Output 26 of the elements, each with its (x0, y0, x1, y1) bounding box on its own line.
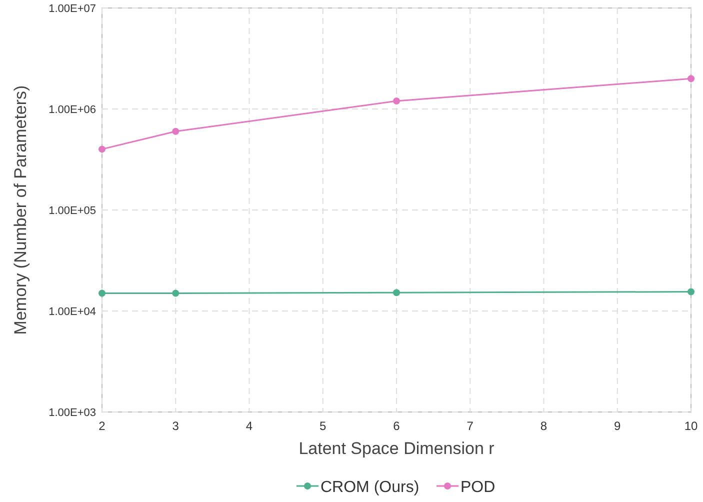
y-tick-label: 1.00E+07 (48, 3, 96, 15)
x-axis-title: Latent Space Dimension r (298, 439, 495, 458)
x-tick-label: 10 (684, 419, 698, 433)
point (688, 75, 694, 82)
y-tick-label: 1.00E+05 (48, 205, 96, 217)
point (688, 288, 694, 296)
x-tick-label: 8 (540, 419, 548, 433)
x-tick-label: 7 (466, 419, 474, 433)
point (393, 289, 400, 296)
x-tick-label: 5 (320, 419, 327, 433)
x-tick-label: 4 (246, 419, 253, 433)
legend-label: CROM (Ours) (320, 479, 420, 496)
y-tick-label: 1.00E+03 (48, 407, 96, 419)
y-tick-label: 1.00E+06 (48, 104, 96, 116)
y-axis-title: Memory (Number of Parameters) (11, 85, 30, 335)
x-tick-label: 6 (393, 419, 400, 433)
point (98, 290, 106, 297)
x-tick-label: 2 (98, 419, 106, 433)
point (393, 98, 400, 105)
x-tick-label: 3 (172, 419, 180, 433)
legend-label: POD (460, 479, 496, 496)
point (98, 146, 106, 153)
x-tick-label: 9 (614, 419, 622, 433)
point (172, 290, 180, 297)
point (172, 128, 180, 135)
y-tick-label: 1.00E+04 (48, 306, 96, 318)
